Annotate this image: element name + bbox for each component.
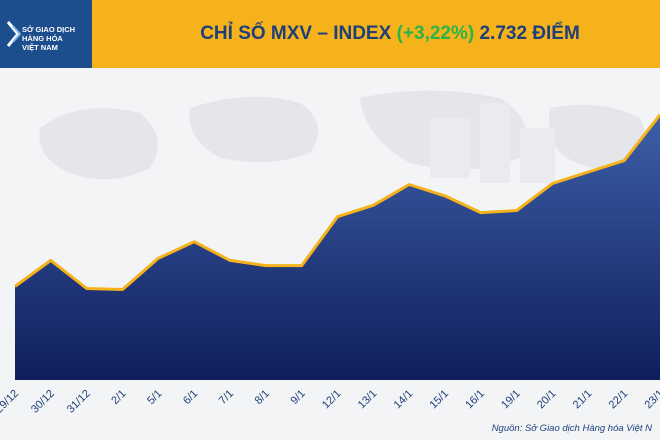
- title-suffix: 2.732 ĐIỂM: [479, 23, 580, 44]
- x-tick-label: 31/12: [65, 388, 93, 416]
- x-tick-label: 7/1: [217, 388, 236, 407]
- background-world-map: [39, 90, 645, 183]
- x-tick-label: 29/12: [0, 388, 21, 416]
- x-tick-label: 12/1: [320, 388, 344, 412]
- x-tick-label: 14/1: [392, 388, 416, 412]
- x-tick-label: 9/1: [289, 388, 308, 407]
- chart-area: 29/12 30/12 31/12 2/1 5/1 6/1 7/1 8/1 9/1 12/1 13/…: [0, 68, 660, 440]
- source-note: Nguồn: Sở Giao dịch Hàng hóa Việt N: [491, 423, 652, 434]
- logo-text-line-3: VIỆT NAM: [22, 43, 58, 52]
- x-tick-label: 16/1: [463, 388, 487, 412]
- logo: SỞ GIAO DỊCH HÀNG HÓA VIỆT NAM: [0, 0, 92, 68]
- x-tick-label: 13/1: [356, 388, 380, 412]
- header-banner: SỞ GIAO DỊCH HÀNG HÓA VIỆT NAM CHỈ SỐ MX…: [0, 0, 660, 68]
- chart-svg: 29/12 30/12 31/12 2/1 5/1 6/1 7/1 8/1 9/1 12/1 13/…: [0, 90, 660, 416]
- x-tick-label: 20/1: [535, 388, 559, 412]
- x-tick-label: 6/1: [181, 388, 200, 407]
- series-line: [14, 113, 660, 291]
- x-tick-label: 2/1: [109, 388, 128, 407]
- x-tick-label: 21/1: [571, 388, 595, 412]
- x-tick-label: 22/1: [607, 388, 631, 412]
- x-tick-label: 5/1: [145, 388, 164, 407]
- x-tick-label: 8/1: [253, 388, 272, 407]
- logo-chevron-icon: [6, 21, 22, 47]
- x-tick-label: 23/1: [642, 388, 660, 412]
- chart-title: CHỈ SỐ MXV – INDEX (+3,22%) 2.732 ĐIỂM: [120, 14, 660, 54]
- area-fill: [15, 114, 660, 381]
- logo-text-line-1: SỞ GIAO DỊCH: [22, 25, 76, 34]
- logo-text-line-2: HÀNG HÓA: [22, 34, 63, 43]
- x-tick-label: 30/12: [29, 388, 57, 416]
- x-tick-label: 15/1: [427, 388, 451, 412]
- x-tick-label: 19/1: [499, 388, 523, 412]
- title-prefix: CHỈ SỐ MXV – INDEX: [200, 23, 392, 44]
- title-change-percent: (+3,22%): [396, 23, 475, 44]
